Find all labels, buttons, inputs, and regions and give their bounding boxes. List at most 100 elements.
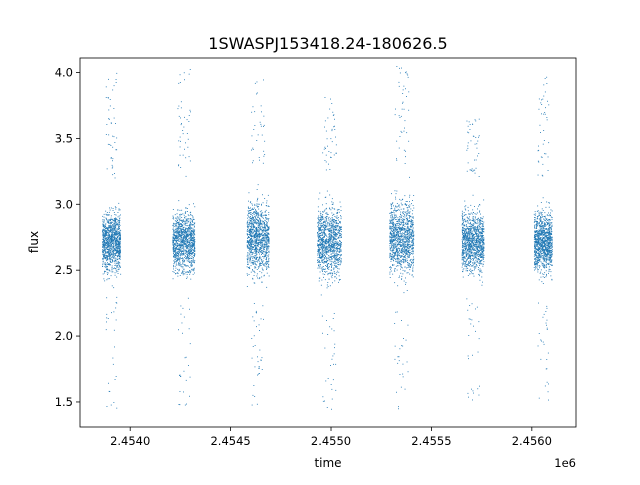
data-point [190,246,192,247]
data-point [180,250,182,252]
data-point [322,249,324,251]
data-point [266,202,268,204]
data-point [103,219,105,221]
data-point [266,242,268,244]
data-point [332,248,334,250]
data-point [321,247,322,248]
data-point [264,227,266,229]
data-point [323,236,325,238]
data-point [191,260,193,262]
data-point [325,229,326,231]
data-point [187,225,189,227]
data-point [114,243,116,244]
data-point [333,231,335,233]
data-point [325,252,326,254]
data-point [263,126,264,127]
data-point [181,220,183,222]
data-point [194,272,195,274]
data-point [185,246,187,247]
data-point [173,218,175,220]
data-point [249,212,251,214]
data-point [192,217,194,219]
data-point [174,251,176,252]
data-point [117,266,119,268]
data-point [180,241,182,243]
data-point [188,238,190,240]
data-point [103,253,105,255]
data-point [182,332,183,334]
data-point [248,216,249,218]
data-point [249,221,251,223]
data-point [108,233,110,234]
data-point [325,380,327,382]
data-point [182,221,183,223]
data-point [106,239,108,241]
data-point [395,239,396,240]
data-point [389,254,391,256]
data-point [177,239,179,241]
data-point [104,230,105,232]
data-point [111,240,112,242]
data-point [327,273,329,274]
data-point [402,256,404,257]
data-point [119,243,121,245]
data-point [107,214,109,216]
data-point [116,407,118,409]
data-point [333,114,335,116]
data-point [266,243,268,245]
data-point [107,248,109,250]
data-point [328,255,330,256]
point-cluster [102,72,122,409]
data-point [250,265,252,267]
data-point [102,238,104,240]
data-point [322,273,324,275]
data-point [114,346,115,348]
data-point [251,252,253,254]
data-point [261,240,263,241]
data-point [180,244,181,246]
data-point [267,236,268,238]
data-point [250,234,252,236]
data-point [390,212,391,214]
data-point [187,255,188,257]
data-point [190,234,192,236]
data-point [187,257,189,259]
data-point [328,233,330,235]
data-point [181,235,183,237]
data-point [264,198,266,199]
data-point [402,239,404,240]
data-point [390,249,392,251]
data-point [103,246,105,248]
data-point [320,218,322,220]
data-point [258,157,260,158]
data-point [323,247,325,249]
data-point [256,237,257,239]
data-point [327,242,328,244]
data-point [320,218,322,219]
data-point [194,254,196,256]
data-point [114,262,116,264]
data-point [258,248,260,250]
data-point [188,235,189,237]
data-point [259,236,261,238]
data-point [115,376,117,377]
data-point [330,272,332,274]
data-point [185,216,187,218]
data-point [257,213,259,215]
data-point [175,257,176,259]
data-point [180,242,182,244]
data-point [331,130,333,132]
data-point [181,251,183,252]
data-point [106,297,108,299]
data-point [321,222,323,224]
data-point [113,249,115,251]
data-point [179,228,181,230]
data-point [336,220,338,222]
data-point [111,234,113,236]
data-point [109,256,111,258]
data-point [105,267,107,269]
data-point [338,219,339,221]
data-point [115,82,117,83]
data-point [332,274,333,276]
data-point [256,238,258,240]
